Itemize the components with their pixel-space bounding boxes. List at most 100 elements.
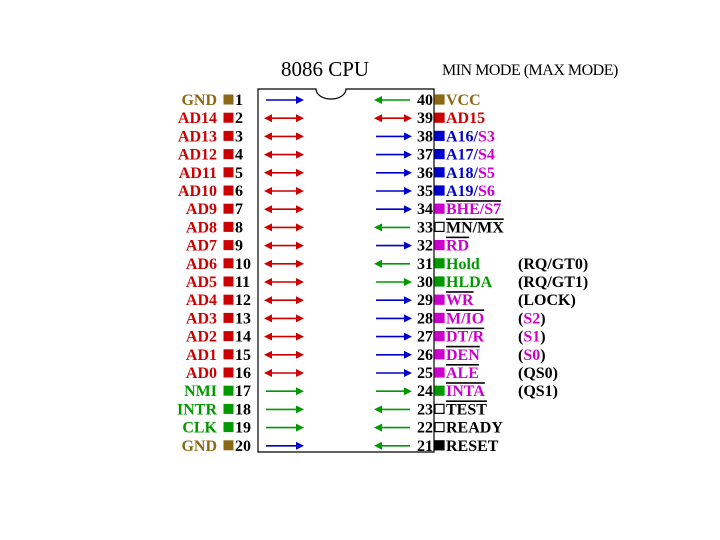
pin-marker bbox=[223, 349, 234, 360]
pin-marker bbox=[434, 130, 445, 141]
pin-name: Hold bbox=[446, 256, 480, 273]
pin-name-part: ALE bbox=[446, 365, 479, 382]
pin-marker bbox=[223, 185, 234, 196]
pin-name: READY bbox=[446, 420, 503, 437]
max-mode-part: (QS0) bbox=[518, 365, 558, 382]
pin-name-part: AD15 bbox=[446, 110, 485, 127]
pin-name: NMI bbox=[184, 383, 217, 400]
pin-number: 31 bbox=[417, 256, 433, 273]
max-mode-part: ) bbox=[540, 329, 545, 346]
pin-name: AD14 bbox=[178, 110, 217, 127]
pin-name: AD8 bbox=[186, 219, 217, 236]
pin-name: AD4 bbox=[186, 292, 217, 309]
max-mode-signal: (S0) bbox=[518, 347, 546, 364]
pin-row: AD7 9 bbox=[186, 238, 304, 255]
pin-row: CLK 19 bbox=[182, 420, 304, 437]
pin-marker bbox=[223, 385, 234, 396]
pin-marker bbox=[223, 221, 234, 232]
pin-marker bbox=[434, 112, 445, 123]
max-mode-part: (LOCK) bbox=[518, 292, 576, 309]
pin-name-part: DT/R bbox=[446, 329, 485, 346]
pin-number: 11 bbox=[235, 274, 250, 291]
max-mode-part: ( bbox=[518, 310, 523, 327]
max-mode-part: ) bbox=[540, 310, 545, 327]
pin-number: 16 bbox=[235, 365, 251, 382]
pin-row: 28 M/IO bbox=[376, 310, 484, 327]
pin-name: AD15 bbox=[446, 110, 485, 127]
pin-row: 25 ALE bbox=[376, 365, 479, 382]
pin-name-part: RESET bbox=[446, 438, 499, 455]
pin-number: 30 bbox=[417, 274, 433, 291]
pin-number: 38 bbox=[417, 128, 433, 145]
pin-name: AD3 bbox=[186, 310, 217, 327]
pin-row: 37 A17/S4 bbox=[376, 147, 495, 164]
mode-header: MIN MODE (MAX MODE) bbox=[442, 62, 618, 79]
pin-row: AD9 7 bbox=[186, 201, 304, 218]
pin-marker bbox=[223, 240, 234, 251]
max-mode-part: S1 bbox=[523, 329, 540, 346]
pin-row: 23 TEST bbox=[374, 401, 487, 418]
pin-row: AD3 13 bbox=[186, 310, 304, 327]
pin-number: 15 bbox=[235, 347, 251, 364]
pin-name: AD11 bbox=[179, 165, 217, 182]
pin-name-part: MN/MX bbox=[446, 219, 504, 236]
pin-name: AD10 bbox=[178, 183, 217, 200]
pin-number: 9 bbox=[235, 238, 243, 255]
pin-number: 6 bbox=[235, 183, 243, 200]
pin-row: 31 Hold bbox=[374, 256, 480, 273]
max-mode-signal: (QS1) bbox=[518, 383, 558, 400]
max-mode-part: (RQ/GT0) bbox=[518, 256, 588, 273]
pin-name: RESET bbox=[446, 438, 499, 455]
pin-row: 26 DEN bbox=[376, 347, 480, 364]
pin-name-part: DEN bbox=[446, 347, 480, 364]
pin-row: AD14 2 bbox=[178, 110, 304, 127]
pin-row: 38 A16/S3 bbox=[376, 128, 495, 145]
pin-number: 23 bbox=[417, 401, 433, 418]
pin-number: 8 bbox=[235, 219, 243, 236]
pin-row: AD5 11 bbox=[186, 274, 304, 291]
pin-name: AD0 bbox=[186, 365, 217, 382]
chip-title: 8086 CPU bbox=[281, 57, 369, 81]
pin-row: GND 1 bbox=[181, 92, 304, 109]
pin-name-part: A19/ bbox=[446, 183, 479, 200]
pin-marker bbox=[223, 203, 234, 214]
pin-marker bbox=[434, 94, 445, 105]
pin-row: NMI 17 bbox=[184, 383, 304, 400]
pin-marker bbox=[223, 167, 234, 178]
pin-row: 40 VCC bbox=[374, 92, 481, 109]
pin-name-part: M/IO bbox=[446, 310, 484, 327]
pin-number: 5 bbox=[235, 165, 243, 182]
pin-row: 35 A19/S6 bbox=[376, 183, 495, 200]
pin-name-part: A18/ bbox=[446, 165, 479, 182]
pin-name-part: S4 bbox=[478, 147, 495, 164]
pin-row: 36 A18/S5 bbox=[376, 165, 495, 182]
pin-name: AD12 bbox=[178, 147, 217, 164]
pin-name-part: READY bbox=[446, 420, 503, 437]
pin-name: AD13 bbox=[178, 128, 217, 145]
pin-row: AD13 3 bbox=[178, 128, 304, 145]
pin-marker bbox=[434, 149, 445, 160]
pin-marker bbox=[434, 385, 445, 396]
right-pins: 40 VCC 39 AD15 38 A16/S3 37 A17/S4 36 A18/S5 35 A19… bbox=[374, 92, 504, 455]
pin-number: 18 bbox=[235, 401, 251, 418]
pin-number: 19 bbox=[235, 420, 251, 437]
pin-marker bbox=[223, 440, 234, 451]
pin-name-part: TEST bbox=[446, 401, 487, 418]
pin-marker bbox=[434, 258, 445, 269]
pin-name: A17/S4 bbox=[446, 147, 495, 164]
pin-name-part: S3 bbox=[478, 128, 495, 145]
pin-name: AD6 bbox=[186, 256, 217, 273]
max-mode-part: (RQ/GT1) bbox=[518, 274, 588, 291]
pin-name: CLK bbox=[182, 420, 217, 437]
pin-name-part: A16/ bbox=[446, 128, 479, 145]
pin-number: 29 bbox=[417, 292, 433, 309]
pin-name-part: S5 bbox=[478, 165, 495, 182]
pin-row: GND 20 bbox=[181, 438, 304, 455]
max-mode-part: ( bbox=[518, 329, 523, 346]
pin-marker bbox=[434, 403, 445, 414]
pin-name: INTR bbox=[177, 401, 217, 418]
pin-name: GND bbox=[181, 92, 217, 109]
pin-number: 2 bbox=[235, 110, 243, 127]
pin-number: 35 bbox=[417, 183, 433, 200]
pin-name: DT/R bbox=[446, 329, 485, 346]
